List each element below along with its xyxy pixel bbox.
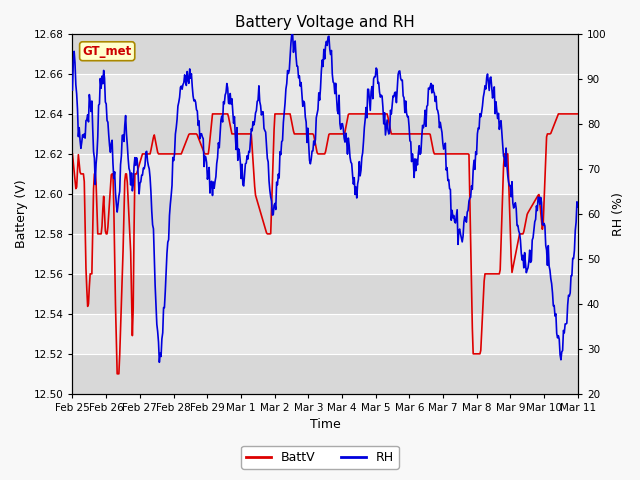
Bar (72, 74, 578, 114)
Bar (72, 274, 578, 314)
Legend: BattV, RH: BattV, RH (241, 446, 399, 469)
Bar (72, 34, 578, 74)
Y-axis label: RH (%): RH (%) (612, 192, 625, 236)
Bar (72, 114, 578, 154)
Bar (72, 234, 578, 274)
Y-axis label: Battery (V): Battery (V) (15, 180, 28, 248)
Bar (72, 154, 578, 194)
Bar (72, 354, 578, 394)
Text: GT_met: GT_met (83, 45, 132, 58)
Bar (72, 194, 578, 234)
Title: Battery Voltage and RH: Battery Voltage and RH (236, 15, 415, 30)
Bar (72, 314, 578, 354)
X-axis label: Time: Time (310, 419, 340, 432)
